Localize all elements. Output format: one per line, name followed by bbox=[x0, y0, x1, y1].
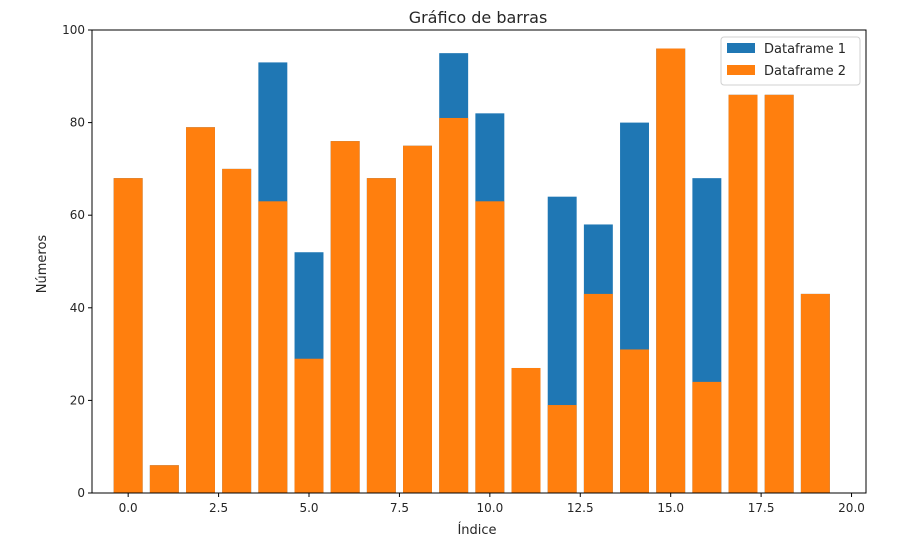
bar-series2-x7 bbox=[366, 178, 396, 493]
bar-series2-x11 bbox=[511, 367, 541, 493]
bar-series2-x17 bbox=[728, 94, 758, 493]
x-tick-label: 0.0 bbox=[119, 501, 138, 515]
bar-series2-x8 bbox=[403, 145, 432, 493]
bar-series2-x0 bbox=[113, 178, 143, 493]
y-tick-label: 40 bbox=[70, 301, 85, 315]
legend-label-series1: Dataframe 1 bbox=[764, 42, 846, 57]
bar-series2-x9 bbox=[439, 117, 469, 493]
x-tick-label: 12.5 bbox=[567, 501, 594, 515]
y-tick-label: 0 bbox=[77, 486, 85, 500]
axes-frame bbox=[91, 29, 867, 494]
bar-series2-x12 bbox=[547, 405, 577, 493]
x-axis: 0.0 2.5 5.0 7.5 10.0 12.5 15.0 17.5 20.0 bbox=[119, 493, 865, 515]
y-tick-label: 80 bbox=[70, 116, 85, 130]
chart-title: Gráfico de barras bbox=[409, 8, 548, 27]
y-axis-label: Números bbox=[35, 235, 50, 294]
bar-series2-x14 bbox=[620, 349, 649, 493]
bar-series2-x16 bbox=[692, 381, 722, 493]
bar-series2-x3 bbox=[222, 168, 252, 493]
legend-label-series2: Dataframe 2 bbox=[764, 64, 846, 79]
bar-series2-x19 bbox=[800, 293, 830, 493]
x-tick-label: 2.5 bbox=[209, 501, 228, 515]
x-tick-label: 5.0 bbox=[299, 501, 318, 515]
x-tick-label: 7.5 bbox=[390, 501, 409, 515]
bar-series2-x10 bbox=[475, 201, 505, 493]
bar-series2-x1 bbox=[149, 465, 179, 493]
bar-series2-x6 bbox=[330, 141, 360, 493]
legend-swatch-series2 bbox=[727, 65, 755, 75]
x-tick-label: 17.5 bbox=[748, 501, 775, 515]
y-axis: 0 20 40 60 80 100 bbox=[62, 23, 92, 500]
legend: Dataframe 1 Dataframe 2 bbox=[720, 36, 861, 86]
bar-series2-x5 bbox=[294, 358, 324, 493]
x-tick-label: 15.0 bbox=[657, 501, 684, 515]
x-axis-label: Índice bbox=[457, 522, 496, 538]
legend-swatch-series1 bbox=[727, 43, 755, 53]
bar-series2-x4 bbox=[258, 201, 288, 493]
bar-series2-x13 bbox=[583, 293, 613, 493]
y-tick-label: 20 bbox=[70, 393, 85, 407]
bar-series2-x2 bbox=[186, 127, 215, 493]
legend-box bbox=[720, 36, 861, 86]
x-tick-label: 10.0 bbox=[476, 501, 503, 515]
plot-area bbox=[113, 48, 830, 494]
x-tick-label: 20.0 bbox=[838, 501, 865, 515]
bar-series2-x15 bbox=[656, 48, 686, 494]
bar-series2-x18 bbox=[764, 94, 794, 493]
y-tick-label: 100 bbox=[62, 23, 85, 37]
y-tick-label: 60 bbox=[70, 208, 85, 222]
